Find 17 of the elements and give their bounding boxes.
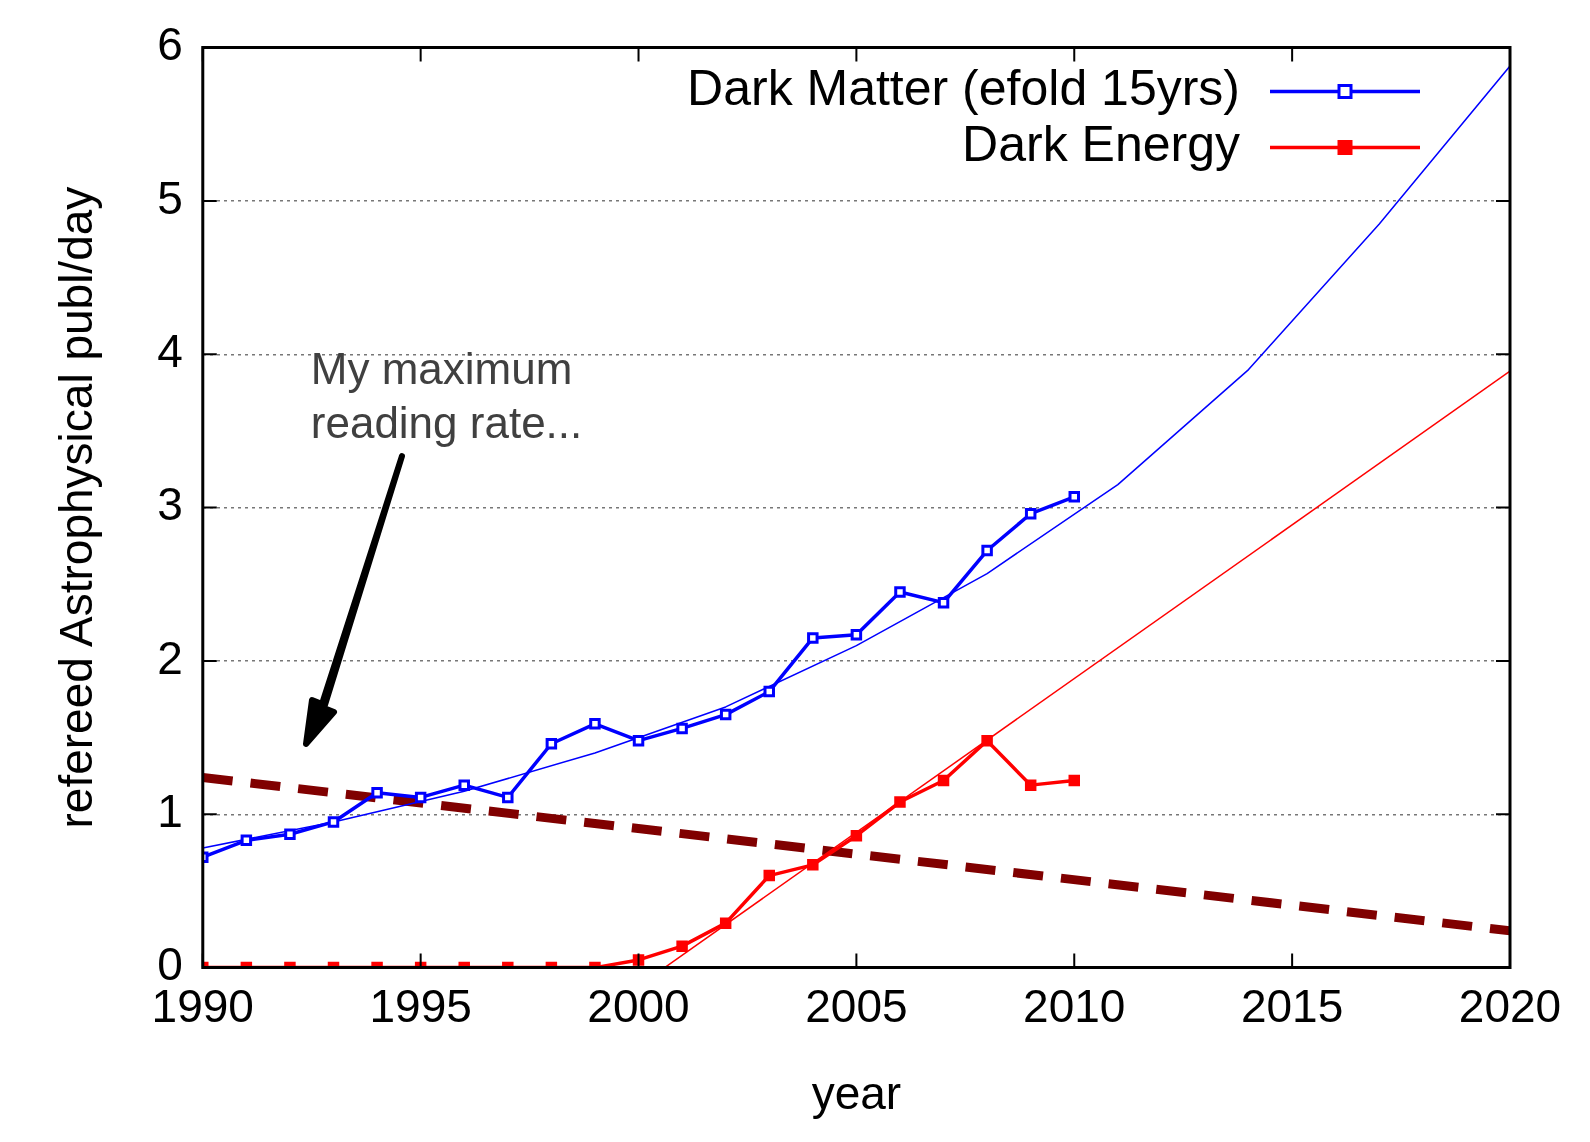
y-tick-label: 4	[157, 324, 183, 377]
x-tick-label: 2005	[805, 979, 908, 1032]
x-tick-label: 2000	[587, 979, 690, 1032]
x-tick-label: 1995	[369, 979, 472, 1032]
y-axis-title: refereed Astrophysical publ/day	[50, 186, 103, 829]
legend-label: Dark Energy	[962, 116, 1240, 173]
x-tick-label: 2020	[1458, 979, 1562, 1032]
annotation: My maximum reading rate...	[310, 344, 583, 447]
x-axis-title: year	[811, 1067, 902, 1120]
y-tick-label: 2	[157, 631, 183, 684]
x-tick-label: 2015	[1240, 979, 1344, 1032]
y-tick-label: 1	[157, 784, 183, 837]
x-tick-label: 2010	[1023, 979, 1126, 1032]
legend-label: Dark Matter (efold 15yrs)	[687, 60, 1240, 117]
y-tick-label: 5	[157, 171, 183, 224]
y-tick-label: 3	[157, 478, 183, 531]
y-tick-label: 6	[157, 18, 183, 71]
